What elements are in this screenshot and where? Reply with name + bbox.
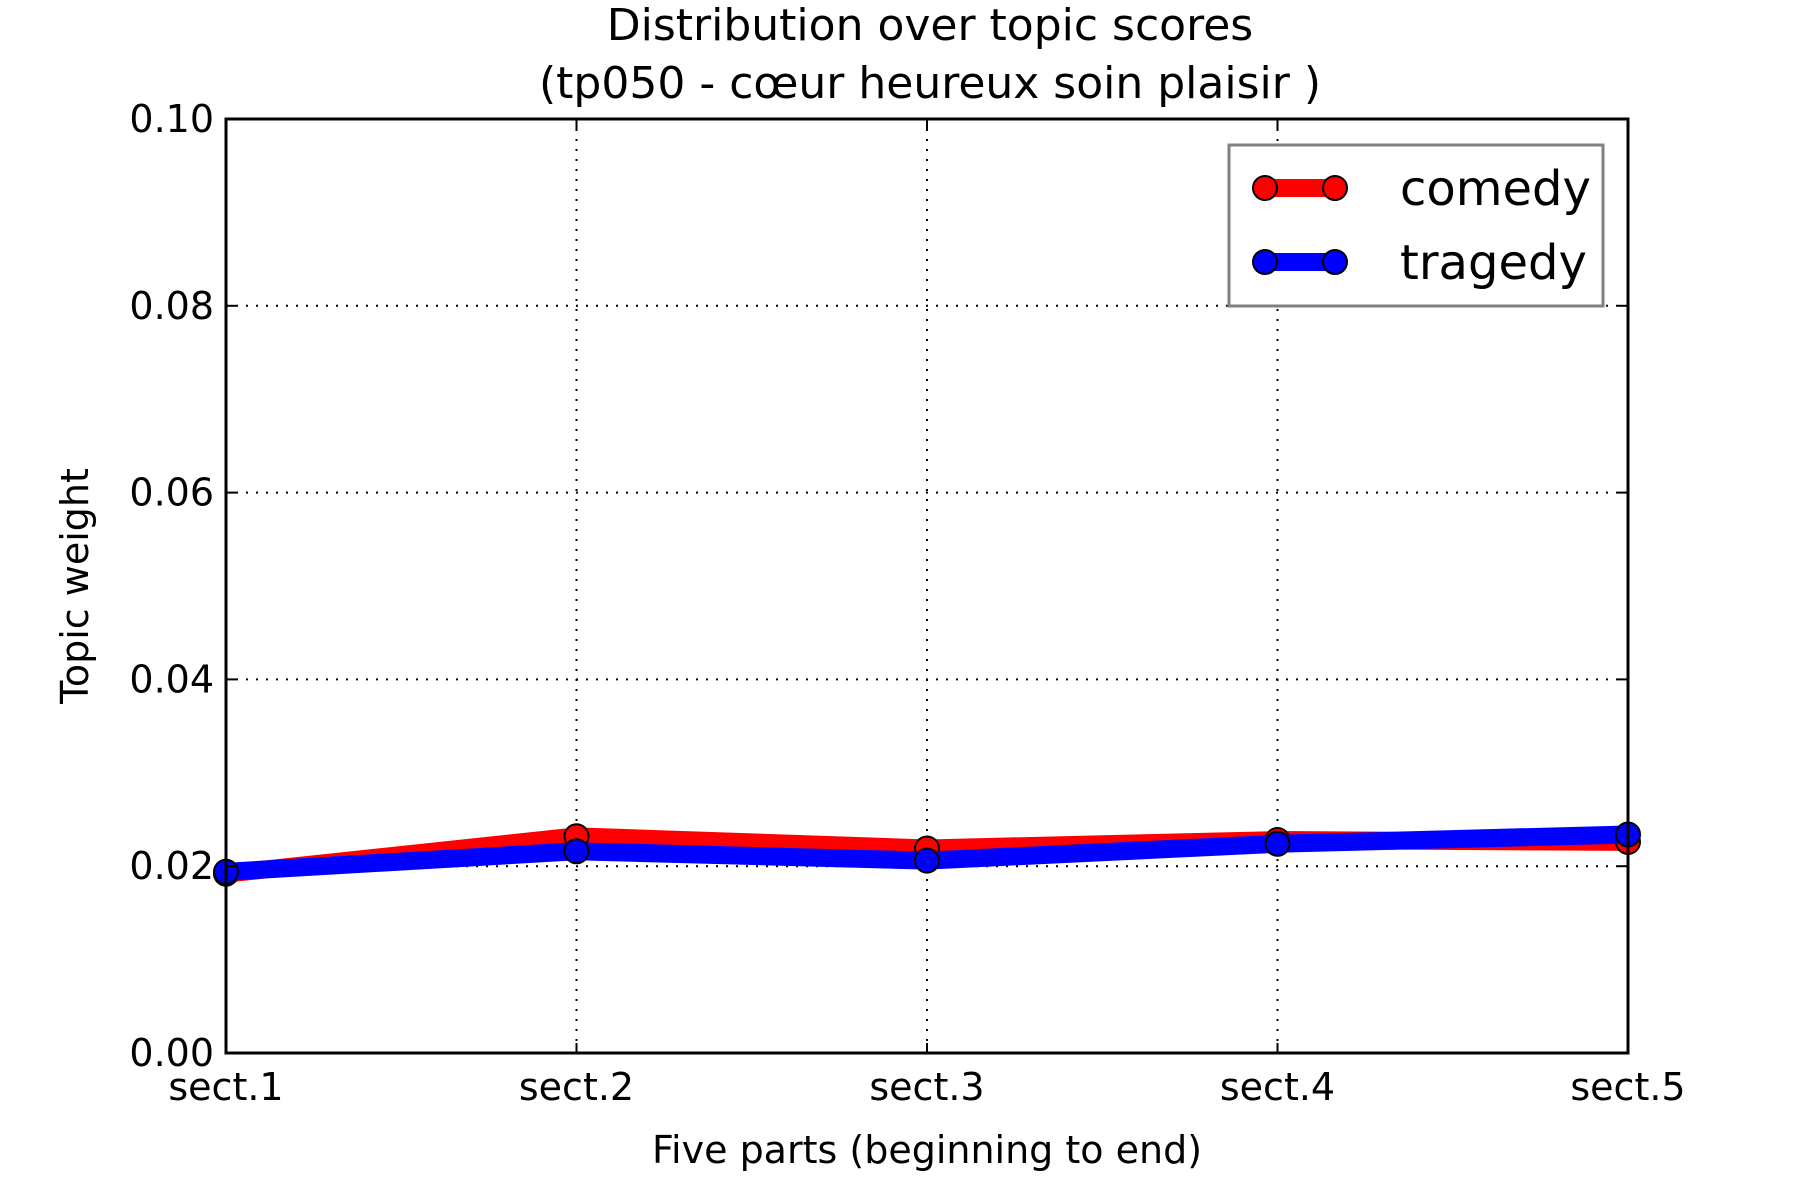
legend-items: comedy tragedy — [1252, 161, 1591, 291]
legend-swatch-marker — [1252, 175, 1278, 201]
x-tick-label: sect.3 — [869, 1065, 984, 1109]
y-tick-label: 0.06 — [129, 471, 214, 515]
y-tick-label: 0.00 — [129, 1031, 214, 1075]
x-tick-label: sect.4 — [1220, 1065, 1335, 1109]
x-tick-label: sect.5 — [1570, 1065, 1685, 1109]
legend-frame — [1227, 143, 1605, 308]
series-layer — [213, 821, 1641, 887]
series-tragedy — [213, 821, 1641, 885]
data-point-tragedy — [563, 838, 590, 865]
axis-ticks: sect.1 sect.2 sect.3 sect.4 sect.5 0.00 0.02 0.… — [129, 97, 1685, 1109]
y-tick-label: 0.04 — [129, 657, 214, 701]
legend-item-comedy: comedy — [1252, 161, 1591, 217]
data-point-tragedy — [914, 847, 940, 874]
legend-swatch-marker — [1322, 175, 1348, 201]
chart-title-line-2: (tp050 - cœur heureux soin plaisir ) — [539, 58, 1321, 109]
legend-swatch-marker — [1252, 249, 1278, 275]
y-tick-label: 0.10 — [129, 97, 214, 141]
x-tick-label: sect.1 — [168, 1065, 283, 1109]
data-point-tragedy — [1264, 830, 1291, 857]
legend-label: tragedy — [1400, 235, 1587, 291]
y-tick-label: 0.02 — [129, 844, 214, 888]
legend-swatch-marker — [1322, 249, 1348, 275]
legend: comedy tragedy — [1227, 143, 1605, 308]
y-axis-label: Topic weight — [53, 468, 97, 705]
legend-label: comedy — [1400, 161, 1591, 217]
x-axis-label: Five parts (beginning to end) — [652, 1128, 1202, 1172]
x-tick-label: sect.2 — [519, 1065, 634, 1109]
legend-item-tragedy: tragedy — [1252, 235, 1587, 291]
chart-title-line-1: Distribution over topic scores — [607, 0, 1253, 51]
y-tick-label: 0.08 — [129, 284, 214, 328]
